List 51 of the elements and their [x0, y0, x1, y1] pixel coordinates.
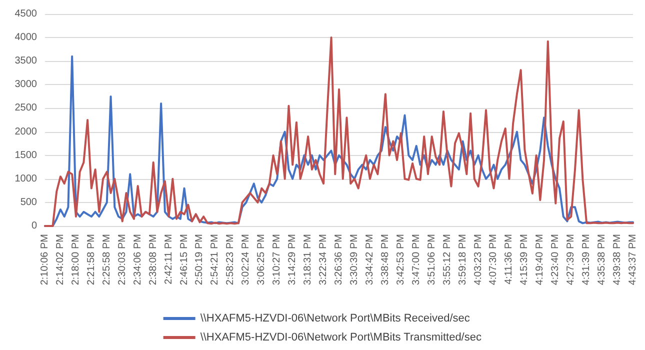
x-tick-label: 4:31:39 PM: [581, 234, 592, 286]
x-tick-label: 3:30:39 PM: [348, 234, 360, 286]
y-tick-label: 4000: [14, 32, 38, 44]
y-tick-label: 1000: [14, 173, 38, 184]
x-tick-label: 4:35:38 PM: [596, 234, 608, 286]
x-tick-label: 2:34:06 PM: [132, 234, 144, 286]
y-tick-label: 3500: [14, 56, 38, 67]
x-tick-label: 3:34:42 PM: [364, 234, 376, 286]
x-tick-label: 2:21:58 PM: [86, 234, 97, 286]
x-tick-label: 4:19:40 PM: [534, 234, 546, 286]
x-tick-label: 3:55:12 PM: [442, 234, 453, 286]
x-tick-label: 3:06:25 PM: [256, 234, 268, 286]
x-tick-label: 3:59:18 PM: [457, 234, 468, 286]
x-tick-label: 3:26:36 PM: [334, 234, 344, 286]
y-tick-label: 1500: [14, 150, 38, 161]
x-tick-label: 3:02:24 PM: [240, 234, 252, 286]
x-tick-label: 3:22:34 PM: [318, 234, 330, 286]
y-tick-label: 0: [31, 220, 38, 232]
x-tick-label: 2:14:02 PM: [54, 234, 66, 286]
x-tick-label: 2:54:21 PM: [210, 234, 221, 286]
x-tick-label: 2:46:15 PM: [178, 234, 190, 286]
x-tick-label: 3:10:27 PM: [272, 234, 283, 286]
x-tick-label: 3:38:48 PM: [380, 234, 391, 286]
x-tick-label: 4:15:39 PM: [519, 234, 530, 286]
x-tick-label: 2:58:23 PM: [225, 234, 236, 286]
x-tick-label: 2:30:03 PM: [116, 234, 128, 286]
x-tick-label: 2:50:19 PM: [194, 234, 206, 286]
legend-label: \\HXAFM5-HZVDI-06\Network Port\MBits Received/sec: [200, 312, 470, 324]
x-tick-label: 4:03:23 PM: [472, 234, 484, 286]
x-tick-label: 2:38:08 PM: [148, 234, 159, 286]
x-tick-label: 2:10:06 PM: [40, 234, 50, 286]
y-tick-label: 4500: [14, 8, 38, 20]
x-tick-label: 4:23:40 PM: [550, 234, 562, 286]
y-tick-label: 2500: [14, 102, 38, 114]
x-tick-label: 2:18:00 PM: [70, 234, 82, 286]
x-tick-label: 4:27:39 PM: [566, 234, 577, 286]
x-tick-label: 3:42:53 PM: [395, 234, 406, 286]
x-tick-label: 4:07:30 PM: [488, 234, 500, 286]
x-tick-label: 3:47:00 PM: [410, 234, 422, 286]
x-tick-label: 2:42:11 PM: [163, 234, 174, 284]
x-tick-label: 4:39:38 PM: [612, 234, 624, 286]
x-tick-label: 3:18:31 PM: [302, 234, 314, 286]
x-tick-label: 2:25:58 PM: [101, 234, 112, 286]
x-tick-label: 4:11:36 PM: [504, 234, 515, 284]
y-tick-label: 2000: [14, 126, 38, 138]
y-tick-label: 3000: [14, 79, 38, 90]
y-tick-label: 500: [20, 196, 38, 208]
x-tick-label: 3:51:06 PM: [426, 234, 438, 286]
legend-label: \\HXAFM5-HZVDI-06\Network Port\MBits Transmitted/sec: [200, 332, 482, 344]
x-tick-label: 4:43:37 PM: [628, 234, 638, 286]
x-tick-label: 3:14:29 PM: [287, 234, 298, 286]
